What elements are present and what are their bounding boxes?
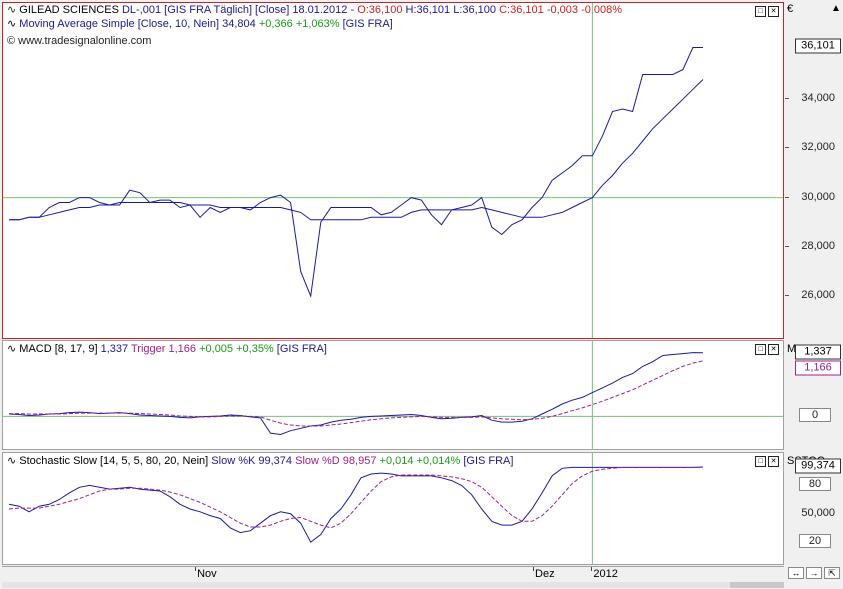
time-tick [533, 567, 535, 571]
stoch-label: Stochastic Slow [14, 5, 5, 80, 20, Nein] [19, 455, 209, 467]
ma-header: ∿ Moving Average Simple [Close, 10, Nein… [7, 18, 393, 31]
price-tick-label: 32,000 [801, 141, 835, 154]
zero-level-label: 0 [799, 408, 831, 423]
macd-last-marker: 1,337 [795, 344, 841, 360]
trigger-value: 1,166 [168, 343, 197, 355]
copyright-text: © www.tradesignalonline.com [7, 35, 152, 47]
stoch-source: [GIS FRA] [463, 455, 514, 467]
price-tick [785, 98, 789, 100]
d-value: 98,957 [342, 455, 377, 467]
up-arrow-icon[interactable]: ▲ [831, 3, 841, 14]
pane-buttons: □ ✕ [755, 456, 779, 467]
time-tick-label: Nov [197, 568, 217, 580]
price-tick-label: 34,000 [801, 92, 835, 105]
zoom-icon[interactable]: ⇱ [824, 567, 840, 579]
macd-header: ∿ MACD [8, 17, 9] 1,337 Trigger 1,166 +0… [7, 343, 327, 356]
currency-label: € [787, 3, 794, 15]
expand-icon[interactable]: ↔ [788, 567, 804, 579]
price-scale[interactable]: € ▲ 34,000 32,000 30,000 28,000 26,000 36,101 [785, 2, 841, 339]
price-tick-label: 28,000 [801, 239, 835, 252]
macd-change: +0,005 +0,35% [199, 343, 274, 355]
slow-k-line [8, 466, 704, 543]
stochastic-pane[interactable]: ∿ Stochastic Slow [14, 5, 5, 80, 20, Nei… [2, 452, 784, 565]
maximize-icon[interactable]: □ [755, 456, 766, 467]
price-header: ∿ GILEAD SCIENCES DL-,001 [GIS FRA Tägli… [7, 4, 622, 17]
pane-buttons: □ ✕ [755, 6, 779, 17]
d-label: Slow %D [295, 455, 340, 467]
macd-label: MACD [8, 17, 9] [19, 343, 98, 355]
price-change: -0,003 -0,008% [546, 4, 623, 16]
chart-line-icon: ∿ [7, 18, 17, 30]
trigger-last-marker: 1,166 [795, 360, 841, 376]
price-tick [785, 147, 789, 149]
ma-value: 34,804 [222, 18, 256, 30]
close-icon[interactable]: ✕ [768, 456, 779, 467]
macd-value: 1,337 [100, 343, 129, 355]
time-tick-label: 2012 [593, 568, 618, 580]
symbol-name: GILEAD SCIENCES [19, 4, 119, 16]
close-icon[interactable]: ✕ [768, 6, 779, 17]
price-pane[interactable]: ∿ GILEAD SCIENCES DL-,001 [GIS FRA Tägli… [2, 2, 784, 339]
trigger-line [9, 360, 704, 427]
macd-pane[interactable]: ∿ MACD [8, 17, 9] 1,337 Trigger 1,166 +0… [2, 340, 784, 450]
stoch-level-label: 50,000 [801, 506, 835, 519]
k-value: 99,374 [258, 455, 293, 467]
pane-buttons: □ ✕ [755, 344, 779, 355]
price-tick [785, 295, 789, 297]
forward-icon[interactable]: → [806, 567, 822, 579]
axis-controls: ↔ → ⇱ [788, 567, 840, 579]
chart-line-icon: ∿ [7, 455, 17, 467]
stoch-level-label: 20 [799, 534, 831, 549]
price-tick-label: 26,000 [801, 289, 835, 302]
chart-line-icon: ∿ [7, 4, 17, 16]
time-tick [195, 567, 197, 571]
price-tick [785, 196, 789, 198]
symbol-info: DL-,001 [GIS FRA Täglich] [Close] 18.01.… [121, 4, 355, 16]
open-value: O:36,100 [357, 4, 403, 16]
slow-d-line [8, 466, 703, 529]
time-axis[interactable]: Nov Dez 2012 [2, 566, 784, 583]
ma-change: +0,366 +1,063% [258, 18, 340, 30]
stoch-level-label: 80 [799, 477, 831, 492]
close-value: C:36,101 [499, 4, 544, 16]
stochastic-chart [8, 453, 704, 564]
k-label: Slow %K [211, 455, 256, 467]
price-line [9, 47, 703, 299]
horizontal-scrollbar[interactable] [2, 582, 784, 588]
moving-average-line [9, 79, 704, 221]
time-tick-label: Dez [535, 568, 555, 580]
close-icon[interactable]: ✕ [768, 344, 779, 355]
last-price-marker: 36,101 [795, 38, 841, 54]
stochastic-header: ∿ Stochastic Slow [14, 5, 5, 80, 20, Nei… [7, 455, 513, 468]
macd-source: [GIS FRA] [276, 343, 327, 355]
ma-source: [GIS FRA] [342, 18, 393, 30]
price-tick-label: 30,000 [801, 190, 835, 203]
scrollbar-thumb[interactable] [730, 582, 784, 588]
stoch-last-marker: 99,374 [795, 458, 841, 474]
time-tick [591, 567, 593, 571]
chart-line-icon: ∿ [7, 343, 17, 355]
stoch-change: +0,014 +0,014% [379, 455, 461, 467]
trigger-label: Trigger [131, 343, 166, 355]
price-tick [785, 245, 789, 247]
maximize-icon[interactable]: □ [755, 6, 766, 17]
macd-chart [3, 341, 783, 449]
high-low-value: H:36,101 L:36,100 [405, 4, 497, 16]
maximize-icon[interactable]: □ [755, 344, 766, 355]
ma-label: Moving Average Simple [Close, 10, Nein] [19, 18, 220, 30]
price-chart [3, 3, 783, 338]
